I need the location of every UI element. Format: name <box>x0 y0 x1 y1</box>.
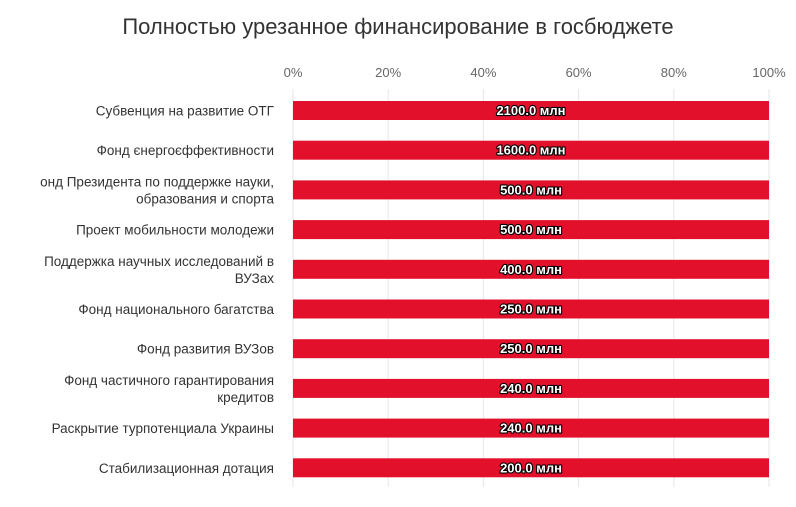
bar[interactable] <box>293 339 769 359</box>
x-tick-label: 60% <box>566 65 592 80</box>
data-label: 2100.0 млн <box>496 103 565 118</box>
category-label: Поддержка научных исследований в ВУЗах <box>44 254 274 286</box>
data-label: 250.0 млн <box>500 302 562 317</box>
category-label: Проект мобильности молодежи <box>76 223 274 238</box>
data-label: 250.0 млн <box>500 341 562 356</box>
data-label: 240.0 млн <box>500 421 562 436</box>
bar[interactable] <box>293 299 769 319</box>
bar[interactable] <box>293 458 769 478</box>
x-tick-label: 20% <box>375 65 401 80</box>
data-label: 500.0 млн <box>500 222 562 237</box>
data-labels: 2100.0 млн 1600.0 млн 500.0 млн 500.0 млн 40… <box>495 102 566 476</box>
bar[interactable] <box>293 180 769 200</box>
x-tick-label: 0% <box>284 65 303 80</box>
data-label: 200.0 млн <box>500 460 562 475</box>
bar[interactable] <box>293 220 769 240</box>
x-tick-label: 80% <box>661 65 687 80</box>
category-label: Фонд развития ВУЗов <box>137 342 274 357</box>
bar[interactable] <box>293 378 769 398</box>
bar[interactable] <box>293 140 769 160</box>
category-label: Фонд национального багатства <box>78 302 274 317</box>
x-axis-ticks: 0% 20% 40% 60% 80% 100% <box>284 65 786 80</box>
bar[interactable] <box>293 418 769 438</box>
category-label: Фонд єнергоєффективности <box>97 143 274 158</box>
x-tick-label: 100% <box>752 65 786 80</box>
chart-title: Полностью урезанное финансирование в гос… <box>122 14 674 39</box>
data-label: 400.0 млн <box>500 262 562 277</box>
data-label: 240.0 млн <box>500 381 562 396</box>
category-label: Фонд частичного гарантирования кредитов <box>64 373 274 405</box>
data-label: 1600.0 млн <box>496 143 565 158</box>
category-label: Субвенция на развитие ОТГ <box>96 104 275 119</box>
category-label: Раскрытие турпотенциала Украины <box>52 421 274 436</box>
bar[interactable] <box>293 259 769 279</box>
category-labels: Субвенция на развитие ОТГ Фонд єнергоєффе… <box>40 104 275 476</box>
category-label: Стабилизационная дотация <box>99 461 274 476</box>
bar[interactable] <box>293 101 769 120</box>
x-tick-label: 40% <box>470 65 496 80</box>
bars <box>293 101 769 478</box>
category-label: онд Президента по поддержке науки, образо… <box>40 174 274 206</box>
data-label: 500.0 млн <box>500 182 562 197</box>
